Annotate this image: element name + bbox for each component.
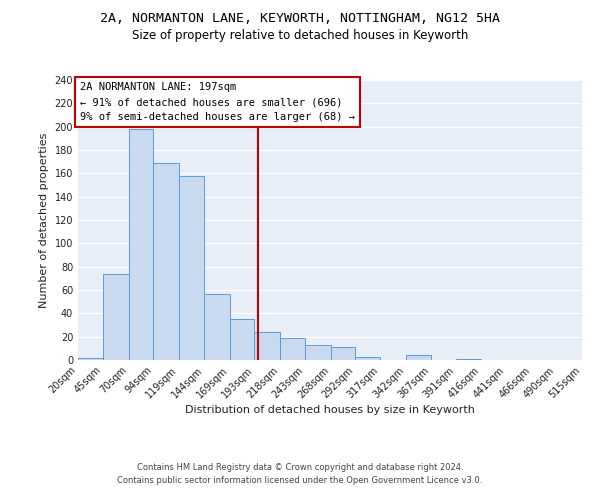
Text: 2A, NORMANTON LANE, KEYWORTH, NOTTINGHAM, NG12 5HA: 2A, NORMANTON LANE, KEYWORTH, NOTTINGHAM… (100, 12, 500, 26)
Bar (103, 274, 129, 360)
Bar (179, 176, 204, 360)
Bar (78, 358, 103, 360)
Bar (129, 129, 154, 360)
Bar (305, 345, 331, 360)
Bar (154, 163, 179, 360)
Y-axis label: Number of detached properties: Number of detached properties (39, 132, 49, 308)
Bar (254, 332, 280, 360)
Text: Contains public sector information licensed under the Open Government Licence v3: Contains public sector information licen… (118, 476, 482, 485)
Text: Size of property relative to detached houses in Keyworth: Size of property relative to detached ho… (132, 29, 468, 42)
Text: 2A NORMANTON LANE: 197sqm
← 91% of detached houses are smaller (696)
9% of semi-: 2A NORMANTON LANE: 197sqm ← 91% of detac… (80, 82, 355, 122)
Text: Contains HM Land Registry data © Crown copyright and database right 2024.: Contains HM Land Registry data © Crown c… (137, 464, 463, 472)
Bar (204, 294, 230, 360)
Bar (406, 356, 431, 360)
Bar (230, 319, 254, 360)
Bar (456, 359, 481, 360)
Bar (355, 356, 380, 360)
Bar (280, 338, 305, 360)
Bar (331, 347, 355, 360)
X-axis label: Distribution of detached houses by size in Keyworth: Distribution of detached houses by size … (185, 406, 475, 415)
